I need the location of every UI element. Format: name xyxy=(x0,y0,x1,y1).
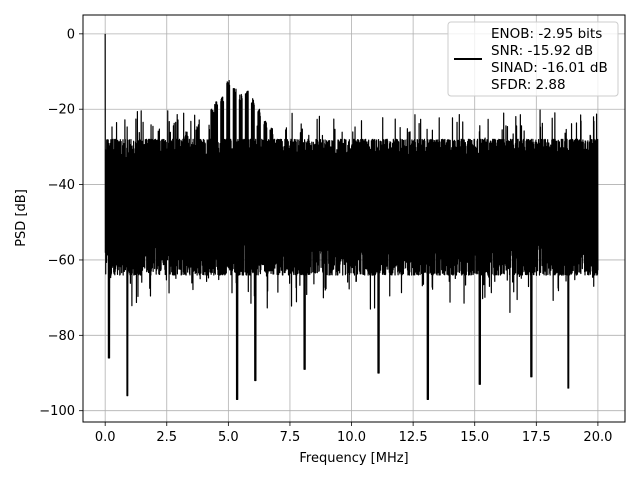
x-axis-label: Frequency [MHz] xyxy=(299,451,408,466)
legend-entry-sfdr: SFDR: 2.88 xyxy=(491,77,566,93)
y-tick-label: −40 xyxy=(48,178,75,193)
legend: ENOB: -2.95 bits SNR: -15.92 dB SINAD: -… xyxy=(447,21,619,97)
x-tick-label: 2.5 xyxy=(156,430,177,445)
legend-entry-sinad: SINAD: -16.01 dB xyxy=(491,60,608,76)
legend-entry-snr: SNR: -15.92 dB xyxy=(491,43,593,59)
x-axis: 0.0 2.5 5.0 7.5 10.0 12.5 15.0 17.5 20.0 xyxy=(95,422,612,445)
y-tick-label: 0 xyxy=(67,27,75,42)
x-tick-label: 0.0 xyxy=(95,430,116,445)
x-tick-label: 5.0 xyxy=(218,430,239,445)
legend-box xyxy=(447,21,619,97)
y-tick-label: −60 xyxy=(48,253,75,268)
x-tick-label: 15.0 xyxy=(460,430,489,445)
x-tick-label: 20.0 xyxy=(583,430,612,445)
x-tick-label: 7.5 xyxy=(280,430,301,445)
legend-entry-enob: ENOB: -2.95 bits xyxy=(491,26,602,42)
y-tick-label: −20 xyxy=(48,103,75,118)
series-group xyxy=(104,33,599,400)
x-tick-label: 10.0 xyxy=(337,430,366,445)
y-tick-label: −100 xyxy=(39,404,75,419)
axes-frame xyxy=(82,14,626,423)
y-axis: 0 −20 −40 −60 −80 −100 xyxy=(39,27,83,419)
psd-series-line xyxy=(104,33,599,400)
x-tick-label: 12.5 xyxy=(399,430,428,445)
x-tick-label: 17.5 xyxy=(522,430,551,445)
y-tick-label: −80 xyxy=(48,329,75,344)
y-axis-label: PSD [dB] xyxy=(14,189,29,247)
